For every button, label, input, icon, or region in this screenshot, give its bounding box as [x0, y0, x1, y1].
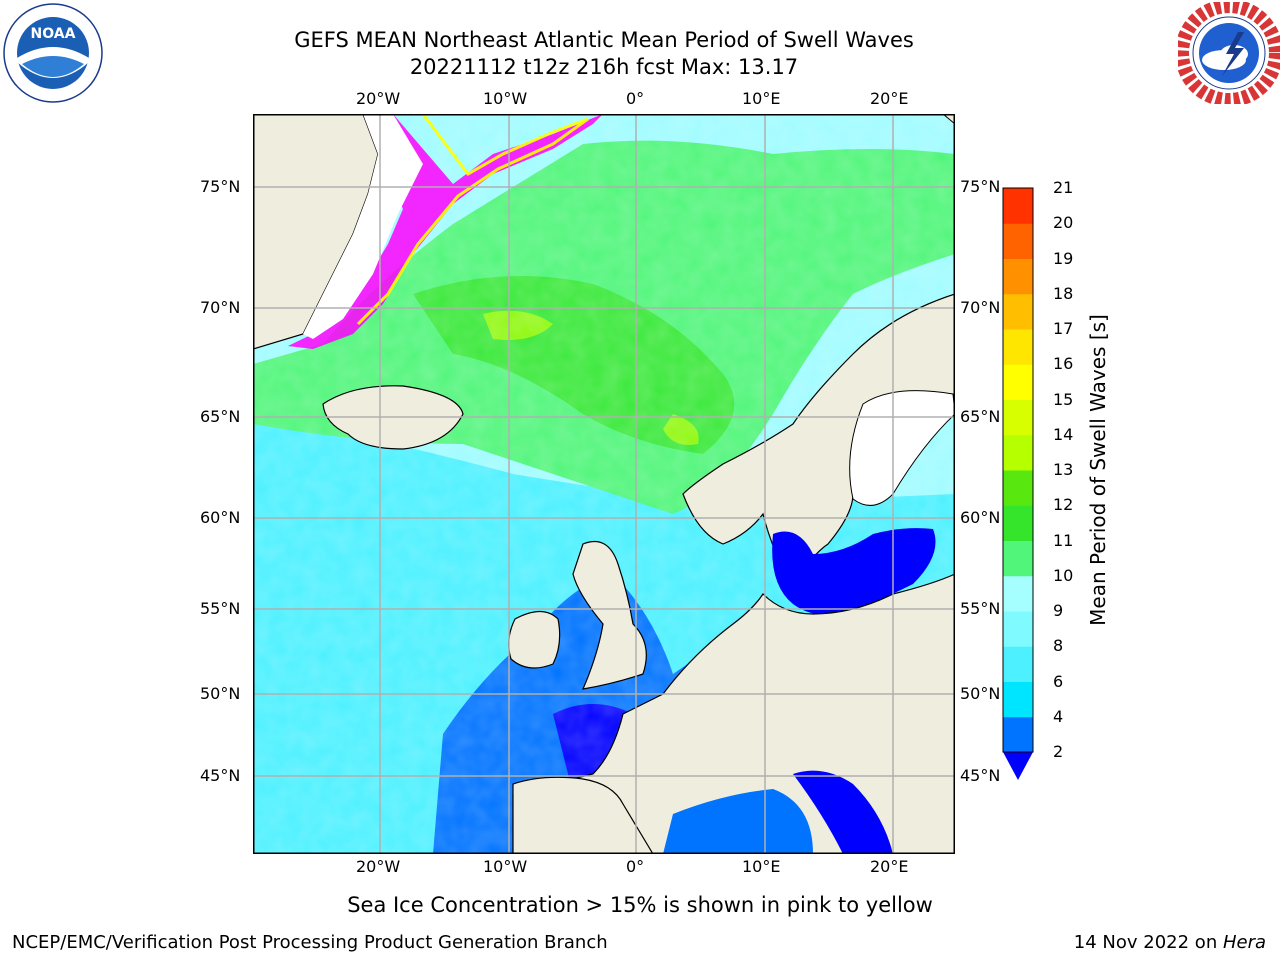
lat-label-left-6: 50°N	[200, 684, 241, 703]
colorbar-tick-label: 17	[1053, 319, 1074, 338]
colorbar-band	[1003, 540, 1033, 577]
colorbar-tick-label: 6	[1053, 671, 1064, 691]
footer-date-prefix: 14 Nov 2022 on	[1073, 932, 1223, 953]
chart-title: GEFS MEAN Northeast Atlantic Mean Period…	[294, 28, 914, 52]
lat-label-right-6: 50°N	[960, 684, 1001, 703]
colorbar-tick-label: 9	[1053, 601, 1064, 620]
lat-label-left-1: 75°N	[200, 177, 241, 196]
colorbar-tick-label: 21	[1053, 178, 1074, 197]
colorbar-tick-label: 10	[1053, 565, 1074, 585]
land-iberia	[512, 776, 654, 854]
lon-label-top-5: 20°E	[870, 89, 909, 108]
footer-date: 14 Nov 2022 on Hera	[1074, 933, 1266, 953]
sea-ice	[288, 114, 603, 349]
lat-label-right-7: 45°N	[960, 766, 1001, 785]
lat-label-right-4: 60°N	[960, 508, 1001, 527]
colorbar-tick-label: 2	[1053, 742, 1064, 761]
colorbar-band	[1003, 258, 1033, 295]
colorbar-band	[1003, 470, 1033, 506]
lat-label-right-1: 75°N	[960, 177, 1001, 196]
lon-label-bottom-1: 20°W	[356, 857, 401, 876]
colorbar-band	[1003, 364, 1033, 400]
lat-label-left-2: 70°N	[200, 298, 241, 317]
colorbar-band	[1003, 434, 1033, 471]
map-gridlines	[253, 114, 955, 854]
land-ireland	[508, 610, 561, 669]
colorbar-tick-label: 4	[1053, 706, 1064, 726]
lon-label-bottom-4: 10°E	[742, 857, 781, 876]
colorbar	[1002, 187, 1034, 780]
lat-label-left-5: 55°N	[200, 599, 241, 618]
colorbar-tick-label: 19	[1053, 248, 1074, 268]
colorbar-title: Mean Period of Swell Waves [s]	[1086, 314, 1110, 626]
footer-host: Hera	[1222, 932, 1266, 953]
chart-subtitle: 20221112 t12z 216h fcst Max: 13.17	[409, 55, 799, 79]
lat-label-left-7: 45°N	[200, 766, 241, 785]
footer-credit: NCEP/EMC/Verification Post Processing Pr…	[12, 932, 608, 953]
colorbar-tick-label: 11	[1053, 530, 1074, 550]
colorbar-tick-label: 8	[1053, 636, 1064, 656]
colorbar-band	[1003, 329, 1033, 365]
colorbar-band	[1003, 188, 1033, 224]
baltic-sea	[772, 528, 936, 616]
colorbar-tick-label: 15	[1053, 389, 1074, 409]
colorbar-band	[1003, 646, 1033, 682]
colorbar-band	[1003, 575, 1033, 612]
colorbar-band	[1003, 293, 1033, 330]
sea-ice-note: Sea Ice Concentration > 15% is shown in …	[347, 893, 933, 917]
colorbar-tick-label: 14	[1053, 424, 1074, 444]
colorbar-band	[1003, 223, 1033, 259]
lat-label-left-4: 60°N	[200, 508, 241, 527]
colorbar-tick-label: 16	[1053, 354, 1074, 374]
colorbar-band	[1003, 611, 1033, 647]
colorbar-tick-label: 12	[1053, 495, 1074, 515]
lat-label-right-3: 65°N	[960, 407, 1001, 426]
lon-label-top-2: 10°W	[483, 89, 528, 108]
lon-label-top-4: 10°E	[742, 89, 781, 108]
lat-label-right-2: 70°N	[960, 298, 1001, 317]
colorbar-tick-label: 20	[1053, 213, 1074, 233]
colorbar-tick-label: 18	[1053, 283, 1074, 303]
colorbar-tick-label: 13	[1053, 460, 1074, 479]
lon-label-bottom-5: 20°E	[870, 857, 909, 876]
land-great-britain	[572, 540, 647, 690]
lon-label-top-3: 0°	[626, 89, 645, 108]
colorbar-under-arrow	[1003, 752, 1033, 780]
lon-label-bottom-3: 0°	[626, 857, 645, 876]
noaa-logo-text: NOAA	[31, 26, 76, 42]
colorbar-band	[1003, 681, 1033, 718]
noaa-logo: NOAA	[3, 3, 103, 103]
lat-label-right-5: 55°N	[960, 599, 1001, 618]
nws-logo	[1178, 2, 1280, 104]
map-panel	[253, 114, 955, 854]
colorbar-band	[1003, 399, 1033, 436]
colorbar-band	[1003, 716, 1033, 753]
lat-label-left-3: 65°N	[200, 407, 241, 426]
colorbar-band	[1003, 505, 1033, 541]
lon-label-top-1: 20°W	[356, 89, 401, 108]
lon-label-bottom-2: 10°W	[483, 857, 528, 876]
